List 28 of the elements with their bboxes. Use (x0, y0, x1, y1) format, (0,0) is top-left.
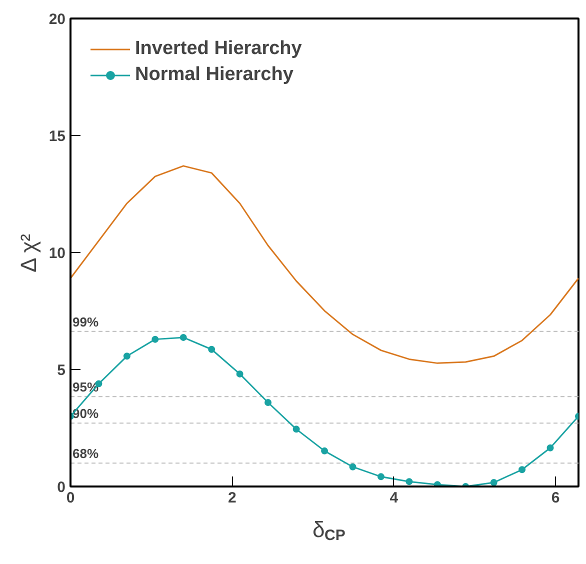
point (490, 479, 498, 486)
point (406, 478, 413, 486)
annotation: 99% (72, 314, 99, 330)
y-tick-label: 10 (48, 245, 66, 262)
legend-label: Inverted Hierarchy (135, 38, 302, 60)
point (546, 444, 554, 452)
y-tick-label: 20 (48, 11, 66, 28)
point (518, 466, 526, 474)
point (292, 426, 300, 433)
point (208, 346, 216, 353)
y-tick-label: 5 (57, 362, 66, 379)
point (236, 370, 244, 378)
x-tick-label: 4 (390, 490, 399, 506)
y-tick-label: 0 (57, 479, 66, 496)
point (180, 334, 187, 341)
point (123, 352, 130, 360)
annotation: 68% (72, 446, 99, 462)
point (264, 399, 272, 406)
point (377, 473, 384, 480)
line-series (70, 165, 578, 364)
legend-label: Normal Hierarchy (135, 64, 294, 86)
y-tick-label: 15 (48, 128, 66, 145)
x-tick-label: 6 (551, 490, 560, 506)
x-tick-label: 2 (228, 490, 236, 506)
point (152, 336, 159, 343)
point (349, 463, 356, 470)
y-axis-title: Δ χ² (16, 234, 41, 272)
point (321, 447, 328, 454)
